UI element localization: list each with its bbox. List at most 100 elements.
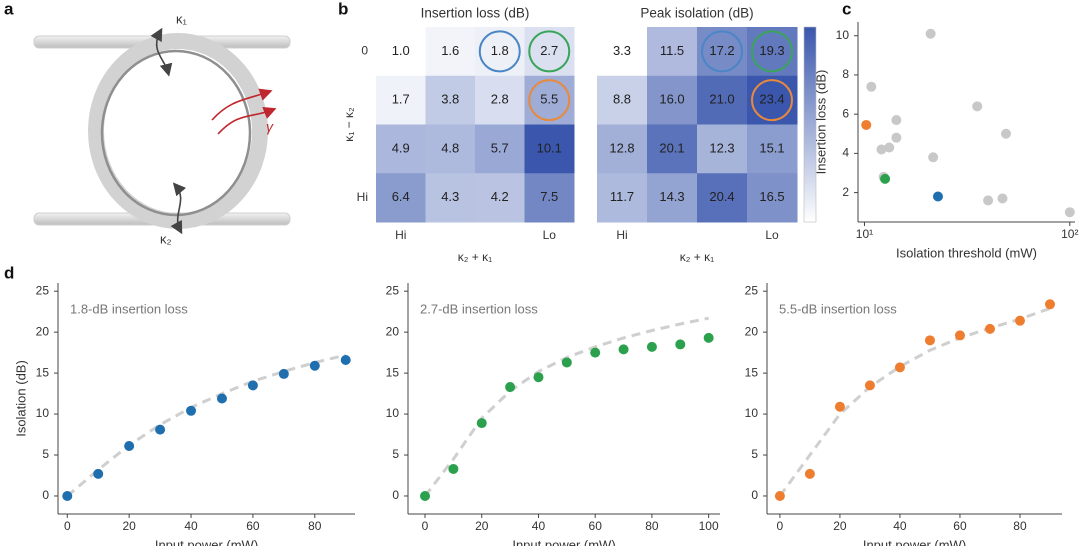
data-point bbox=[954, 330, 965, 341]
data-point bbox=[675, 339, 686, 350]
x-tick-label: 80 bbox=[308, 519, 322, 533]
cell-label: 2.8 bbox=[491, 92, 509, 107]
data-point bbox=[864, 380, 875, 391]
panel-label: d bbox=[4, 263, 14, 282]
highlight-circle bbox=[751, 79, 793, 122]
cell-label: 3.8 bbox=[441, 92, 459, 107]
heatmap-cell bbox=[425, 75, 476, 125]
cell-label: 12.3 bbox=[709, 140, 734, 155]
x-tick-label: Hi bbox=[616, 228, 627, 242]
y-tick-label: 10 bbox=[386, 406, 400, 420]
annotation: 5.5-dB insertion loss bbox=[779, 301, 897, 316]
highlight-circle bbox=[751, 30, 793, 73]
x-tick-label: Lo bbox=[543, 228, 557, 242]
x-tick-label: 20 bbox=[122, 519, 136, 533]
gamma-label: γ bbox=[266, 119, 274, 135]
cell-label: 4.9 bbox=[392, 140, 410, 155]
heatmap-cell bbox=[376, 27, 426, 77]
heatmap-cell bbox=[524, 75, 575, 125]
cell-label: 11.5 bbox=[660, 43, 684, 58]
x-tick-label: 100 bbox=[699, 519, 719, 533]
kappa-label: κ₂ bbox=[160, 231, 172, 246]
fit-line bbox=[423, 316, 710, 497]
x-tick-label: 40 bbox=[532, 519, 546, 533]
data-point bbox=[894, 362, 905, 373]
x-tick-label: Lo bbox=[765, 228, 779, 242]
heatmap-cell bbox=[524, 27, 575, 77]
cell-label: 16.5 bbox=[759, 189, 784, 204]
heatmap-cell bbox=[697, 75, 748, 125]
heatmap-cell bbox=[425, 173, 476, 223]
y-tick-label: 20 bbox=[745, 324, 759, 338]
cell-label: 1.0 bbox=[392, 43, 410, 58]
data-point bbox=[925, 28, 936, 39]
y-axis-label: κ₁ − κ₂ bbox=[342, 107, 356, 142]
heatmap-cell bbox=[475, 75, 525, 125]
data-point bbox=[703, 332, 714, 343]
colorbar bbox=[803, 26, 817, 223]
annotation: 1.8-dB insertion loss bbox=[70, 301, 188, 316]
heatmap-cell bbox=[747, 173, 798, 223]
x-axis-label: κ₂ + κ₁ bbox=[680, 250, 714, 264]
y-tick-label: 25 bbox=[745, 283, 759, 297]
data-point bbox=[93, 468, 104, 479]
data-point bbox=[155, 424, 166, 435]
heatmap-cell bbox=[524, 124, 575, 174]
x-tick-label: 20 bbox=[475, 519, 489, 533]
heatmap-cell bbox=[697, 27, 748, 77]
fit-line bbox=[778, 306, 1051, 497]
x-tick-label: 80 bbox=[645, 519, 659, 533]
y-axis-label: Isolation (dB) bbox=[13, 360, 28, 437]
heatmap-cell bbox=[647, 173, 698, 223]
data-point bbox=[834, 401, 845, 412]
cell-label: 20.1 bbox=[659, 140, 684, 155]
cell-label: 21.0 bbox=[709, 92, 734, 107]
data-point bbox=[505, 382, 516, 393]
cell-label: 10.1 bbox=[537, 140, 562, 155]
heatmap-cell bbox=[597, 75, 648, 125]
data-point bbox=[186, 405, 197, 416]
data-point bbox=[983, 195, 994, 206]
loss-arrow bbox=[217, 107, 277, 135]
cell-label: 1.7 bbox=[392, 92, 410, 107]
highlight-circle bbox=[701, 30, 743, 73]
highlight-circle bbox=[528, 79, 571, 122]
x-tick-label: 10² bbox=[1061, 227, 1078, 241]
cell-label: 6.4 bbox=[392, 189, 410, 204]
data-point bbox=[448, 463, 459, 474]
heatmap-cell bbox=[647, 27, 698, 77]
data-point bbox=[590, 347, 601, 358]
data-point bbox=[884, 142, 895, 153]
y-tick-label: 25 bbox=[36, 283, 50, 297]
y-tick-label: 6 bbox=[842, 106, 849, 120]
y-tick-label: 15 bbox=[386, 365, 400, 379]
data-point bbox=[984, 323, 995, 334]
x-tick-label: 60 bbox=[246, 519, 260, 533]
x-axis-label: Isolation threshold (mW) bbox=[896, 245, 1037, 260]
cell-label: 3.3 bbox=[613, 43, 631, 58]
data-point bbox=[420, 490, 431, 501]
heatmap-title: Insertion loss (dB) bbox=[421, 6, 530, 21]
x-axis-label: Input power (mW) bbox=[512, 537, 615, 546]
x-tick-label: 40 bbox=[184, 519, 198, 533]
heatmap-cell bbox=[597, 124, 648, 174]
heatmap-cell bbox=[376, 75, 426, 125]
y-tick-label: 20 bbox=[386, 324, 400, 338]
data-point bbox=[928, 152, 939, 163]
data-point bbox=[866, 81, 877, 92]
x-tick-label: 80 bbox=[1013, 519, 1027, 533]
data-point bbox=[1044, 299, 1055, 310]
x-axis-label: Input power (mW) bbox=[863, 537, 966, 546]
panel-label: c bbox=[842, 0, 851, 18]
data-point bbox=[278, 368, 289, 379]
heatmap-cell bbox=[647, 75, 698, 125]
data-point bbox=[533, 372, 544, 383]
data-point bbox=[476, 418, 487, 429]
x-tick-label: 0 bbox=[422, 519, 429, 533]
x-tick-label: 0 bbox=[64, 519, 71, 533]
x-tick-label: 0 bbox=[777, 519, 784, 533]
highlight-circle bbox=[478, 30, 521, 73]
y-tick-label: 15 bbox=[745, 365, 759, 379]
cell-label: 4.3 bbox=[441, 189, 459, 204]
heatmap-cell bbox=[475, 27, 525, 77]
